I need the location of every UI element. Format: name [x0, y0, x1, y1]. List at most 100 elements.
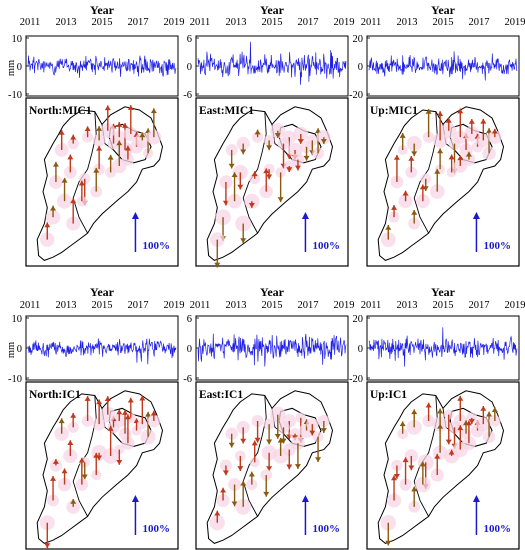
y-tick-label: 20: [353, 314, 364, 325]
region-outline: [206, 106, 334, 261]
station-halo: [277, 421, 290, 434]
station-vector-head: [411, 209, 418, 215]
station-vector-head: [408, 465, 415, 471]
x-tick-label: 2015: [262, 17, 283, 28]
x-tick-label: 2011: [20, 300, 41, 311]
station-vector-head: [67, 440, 74, 446]
station-vector-head: [274, 433, 281, 439]
x-tick-label: 2015: [433, 300, 454, 311]
x-tick-label: 2017: [469, 17, 490, 28]
panel-title: East:MIC1: [199, 105, 254, 117]
station-vector-head: [294, 464, 301, 469]
station-vector-head: [116, 122, 123, 127]
station-vector-head: [274, 133, 281, 138]
station-vector-head: [78, 457, 85, 463]
x-tick-label: 2019: [334, 300, 355, 311]
station-vector-head: [116, 409, 123, 415]
y-tick-label: -20: [349, 374, 363, 385]
station-vector-head: [67, 154, 74, 160]
station-vector-head: [437, 148, 444, 154]
y-tick-label: 0: [358, 344, 363, 355]
x-tick-label: 2015: [92, 300, 113, 311]
region-outline: [36, 390, 164, 544]
station-vector-head: [393, 155, 400, 160]
year-axis-title: Year: [260, 285, 285, 299]
station-vector-head: [263, 168, 270, 174]
station-vector-head: [402, 190, 409, 196]
station-vector-head: [240, 438, 247, 444]
station-vector-head: [52, 161, 59, 167]
station-vector-head: [393, 473, 400, 479]
station-vector-head: [411, 151, 418, 157]
scale-arrow-head: [472, 212, 480, 219]
station-vector-head: [78, 180, 85, 186]
station-vector-head: [297, 139, 304, 144]
station-vector-head: [81, 474, 88, 480]
station-vector-head: [70, 498, 77, 504]
station-vector-head: [122, 410, 129, 415]
station-vector-head: [70, 134, 77, 140]
station-vector-head: [124, 145, 131, 151]
station-vector-head: [399, 133, 406, 138]
station-vector-head: [448, 154, 455, 160]
station-vector-head: [122, 123, 129, 128]
station-vector-head: [445, 118, 452, 123]
series-line: [197, 41, 347, 85]
station-vector-head: [228, 163, 235, 169]
x-tick-label: 2015: [92, 17, 113, 28]
panel-title: North:IC1: [29, 389, 81, 401]
scale-label: 100%: [142, 240, 170, 252]
station-vector-head: [93, 452, 100, 458]
x-tick-label: 2019: [505, 17, 525, 28]
year-axis-title: Year: [90, 285, 115, 299]
station-vector-head: [266, 466, 273, 471]
station-vector-head: [50, 205, 57, 211]
station-vector-head: [465, 151, 472, 157]
station-vector-head: [445, 439, 452, 445]
x-tick-label: 2015: [262, 300, 283, 311]
station-halo: [216, 493, 230, 508]
station-halo: [476, 416, 491, 432]
y-tick-label: 0: [187, 344, 192, 355]
station-vector-head: [251, 171, 258, 177]
station-vector-head: [457, 155, 464, 161]
scale-arrow-head: [131, 212, 139, 219]
station-vector-head: [286, 167, 293, 173]
station-vector-head: [50, 476, 57, 481]
year-axis-title: Year: [431, 285, 456, 299]
panel-up-ic1: Year 2011 2013 2015 2017 2019 20 0 -20 Up:IC1 100%: [349, 285, 525, 550]
y-tick-label: 0: [17, 62, 22, 73]
x-tick-label: 2011: [361, 300, 382, 311]
panel-north-mic1: Year 2011 2013 2015 2017 2019 10 0 -10 mm North:MI…: [6, 3, 185, 267]
panel-title: Up:IC1: [370, 389, 407, 401]
station-vector-head: [116, 459, 123, 465]
station-vector-head: [254, 437, 261, 443]
station-vector-head: [52, 459, 59, 464]
station-vector-head: [104, 105, 111, 111]
y-tick-label: -10: [8, 90, 22, 101]
x-tick-label: 2017: [298, 300, 319, 311]
station-halo: [260, 469, 273, 481]
y-tick-label: -20: [349, 90, 363, 101]
station-vector-head: [240, 480, 247, 486]
scale-arrow-head: [301, 212, 309, 219]
station-vector-head: [320, 428, 327, 433]
station-vector-head: [263, 491, 270, 497]
station-halo: [317, 414, 330, 428]
station-vector-head: [145, 411, 152, 417]
station-vector-head: [124, 414, 131, 420]
x-tick-label: 2019: [334, 17, 355, 28]
scale-arrow-head: [301, 495, 309, 502]
y-tick-label: 0: [17, 344, 22, 355]
station-vector-head: [434, 453, 441, 459]
station-vector-head: [228, 442, 235, 448]
station-vector-head: [391, 475, 398, 481]
station-vector-head: [127, 105, 134, 110]
station-vector-head: [116, 140, 123, 146]
x-tick-label: 2013: [397, 17, 418, 28]
station-vector-head: [266, 174, 273, 180]
y-tick-label: -6: [183, 90, 192, 101]
station-vector-head: [44, 222, 51, 228]
scale-label: 100%: [142, 523, 170, 535]
station-vector-head: [70, 198, 77, 204]
